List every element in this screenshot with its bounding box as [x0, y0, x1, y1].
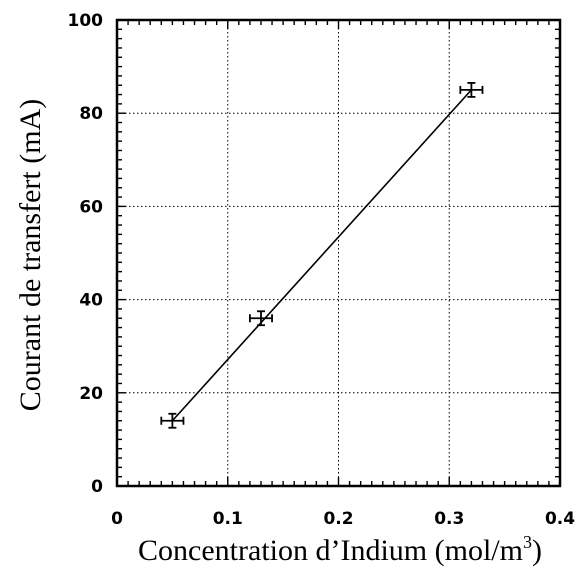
data-point — [459, 82, 484, 98]
data-point — [248, 310, 273, 327]
x-tick-label: 0 — [111, 509, 123, 529]
y-tick-label: 20 — [79, 384, 103, 404]
fit-line — [171, 89, 472, 422]
grid — [117, 20, 560, 486]
x-axis-title-superscript: 3 — [523, 532, 532, 552]
x-tick-label: 0.2 — [323, 509, 353, 529]
data-point — [160, 412, 185, 429]
x-tick-label: 0.3 — [434, 509, 464, 529]
y-tick-label: 40 — [79, 291, 103, 311]
x-tick-label: 0.1 — [213, 509, 243, 529]
x-tick-labels: 0 0.1 0.2 0.3 0.4 — [111, 509, 575, 529]
x-axis-title-main: Concentration d’Indium (mol/m — [138, 534, 523, 567]
y-tick-label: 60 — [79, 197, 103, 217]
y-tick-label: 80 — [79, 104, 103, 124]
y-axis-title: Courant de transfert (mA) — [14, 99, 47, 411]
y-tick-label: 100 — [68, 11, 104, 31]
x-axis-title-end: ) — [532, 534, 542, 567]
x-tick-label: 0.4 — [545, 509, 575, 529]
data-points — [160, 82, 484, 429]
y-tick-label: 0 — [91, 477, 103, 497]
y-tick-labels: 0 20 40 60 80 100 — [68, 11, 104, 497]
plot-frame — [115, 18, 562, 488]
x-axis-title: Concentration d’Indium (mol/m3) — [138, 532, 542, 567]
